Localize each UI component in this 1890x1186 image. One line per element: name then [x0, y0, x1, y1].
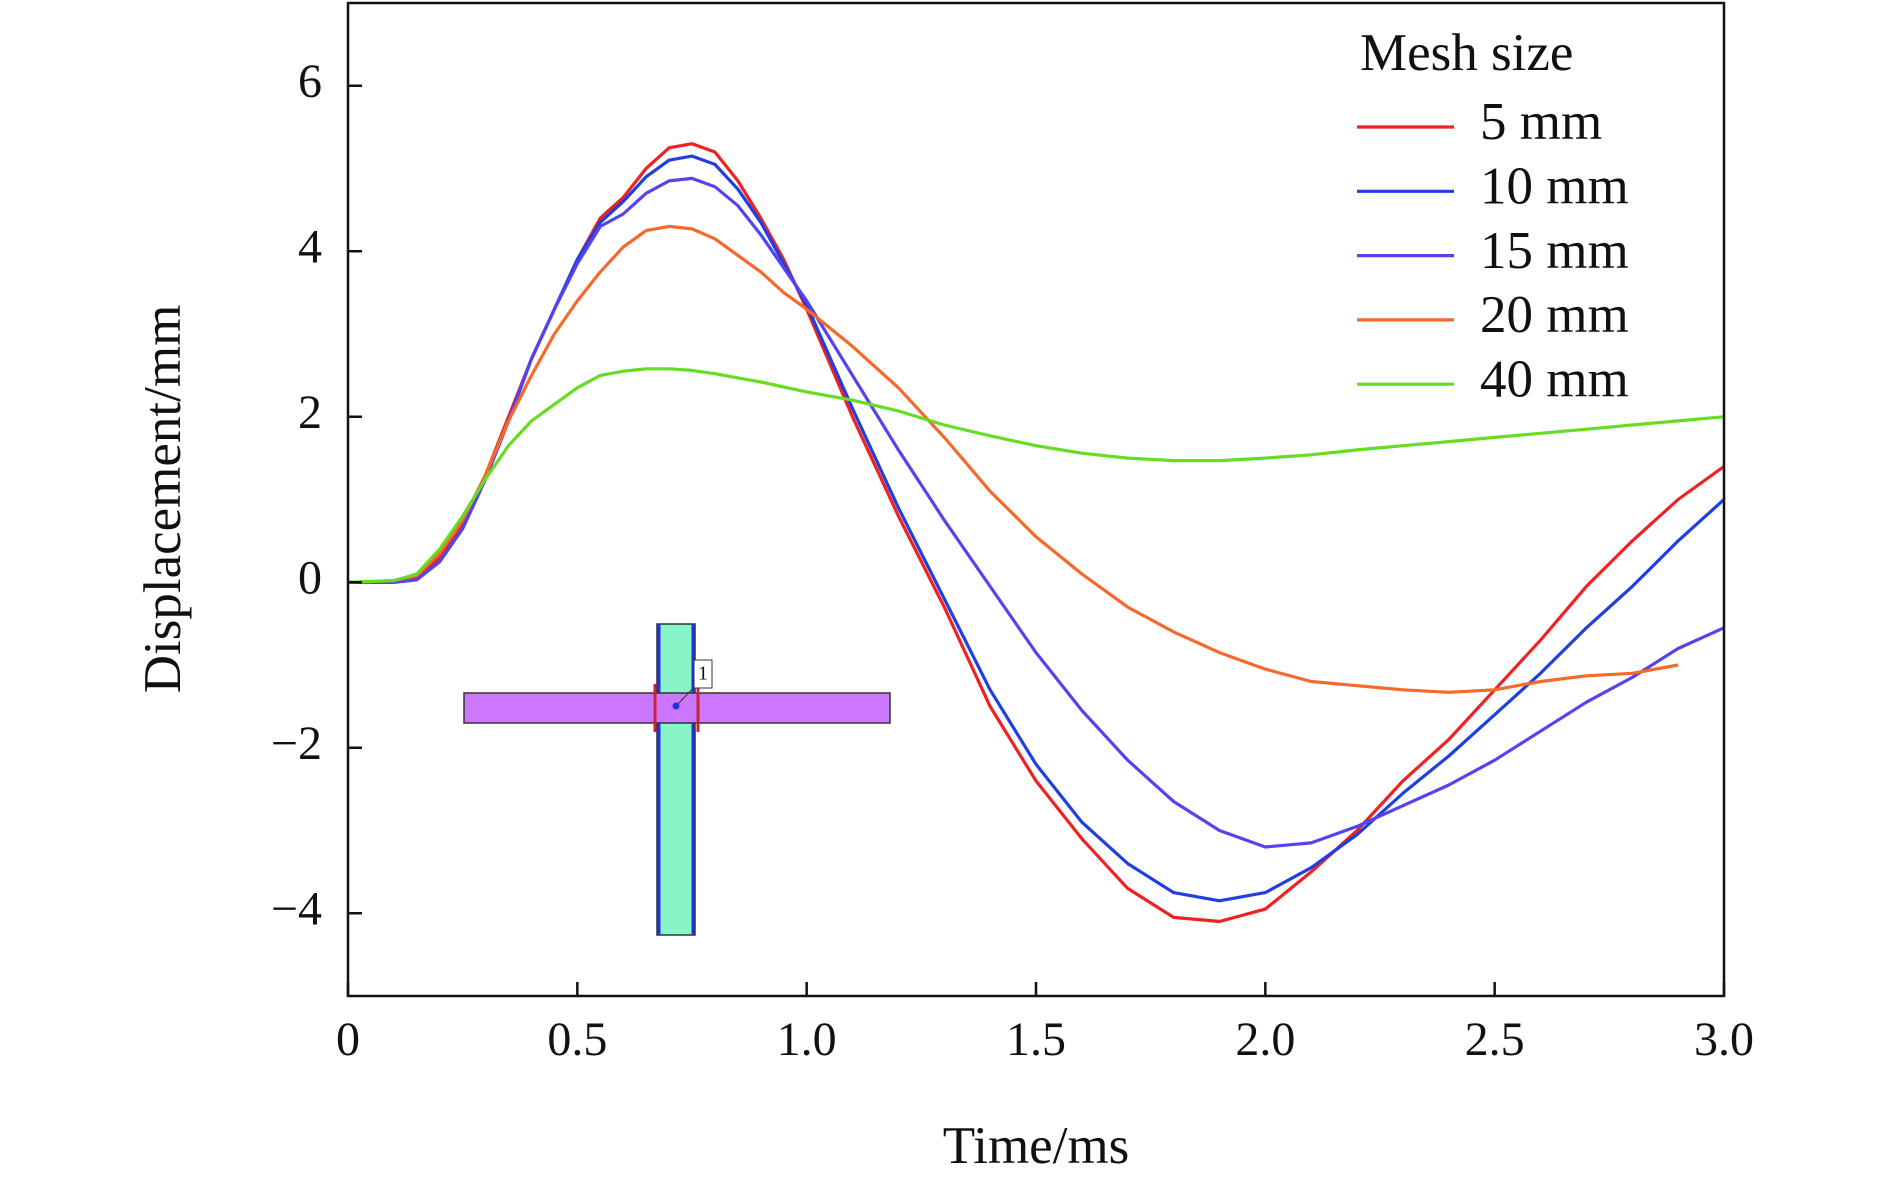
- x-tick-label: 0: [336, 1013, 360, 1066]
- legend-title: Mesh size: [1360, 24, 1573, 82]
- y-tick-label: 6: [298, 55, 322, 108]
- legend-label: 40 mm: [1480, 350, 1629, 408]
- legend-label: 10 mm: [1480, 157, 1629, 215]
- series-line: [348, 176, 1724, 849]
- series-line: [348, 224, 1679, 694]
- series-line: [348, 367, 1724, 584]
- x-tick-label: 1.0: [777, 1013, 837, 1066]
- x-tick-label: 2.0: [1235, 1013, 1295, 1066]
- y-tick-label: 2: [298, 386, 322, 439]
- y-tick-label: −2: [271, 717, 322, 770]
- inset-node: [672, 702, 680, 710]
- x-tick-label: 3.0: [1694, 1013, 1754, 1066]
- inset-column: [656, 623, 696, 936]
- y-tick-label: 4: [298, 220, 322, 273]
- plot-frame: [346, 1, 1726, 998]
- y-axis-label: Displacement/mm: [134, 305, 192, 694]
- inset-label-box: [693, 659, 713, 689]
- x-axis-label: Time/ms: [943, 1117, 1130, 1175]
- inset-diagram: 1: [463, 623, 891, 936]
- inset-beam: [463, 692, 891, 724]
- y-tick-label: −4: [271, 882, 322, 935]
- x-tick-label: 2.5: [1465, 1013, 1525, 1066]
- legend-label: 20 mm: [1480, 286, 1629, 344]
- y-tick-label: 0: [298, 551, 322, 604]
- x-tick-label: 0.5: [547, 1013, 607, 1066]
- legend-label: 5 mm: [1480, 93, 1602, 151]
- legend-label: 15 mm: [1480, 222, 1629, 280]
- x-tick-label: 1.5: [1006, 1013, 1066, 1066]
- inset-label: 1: [698, 663, 708, 685]
